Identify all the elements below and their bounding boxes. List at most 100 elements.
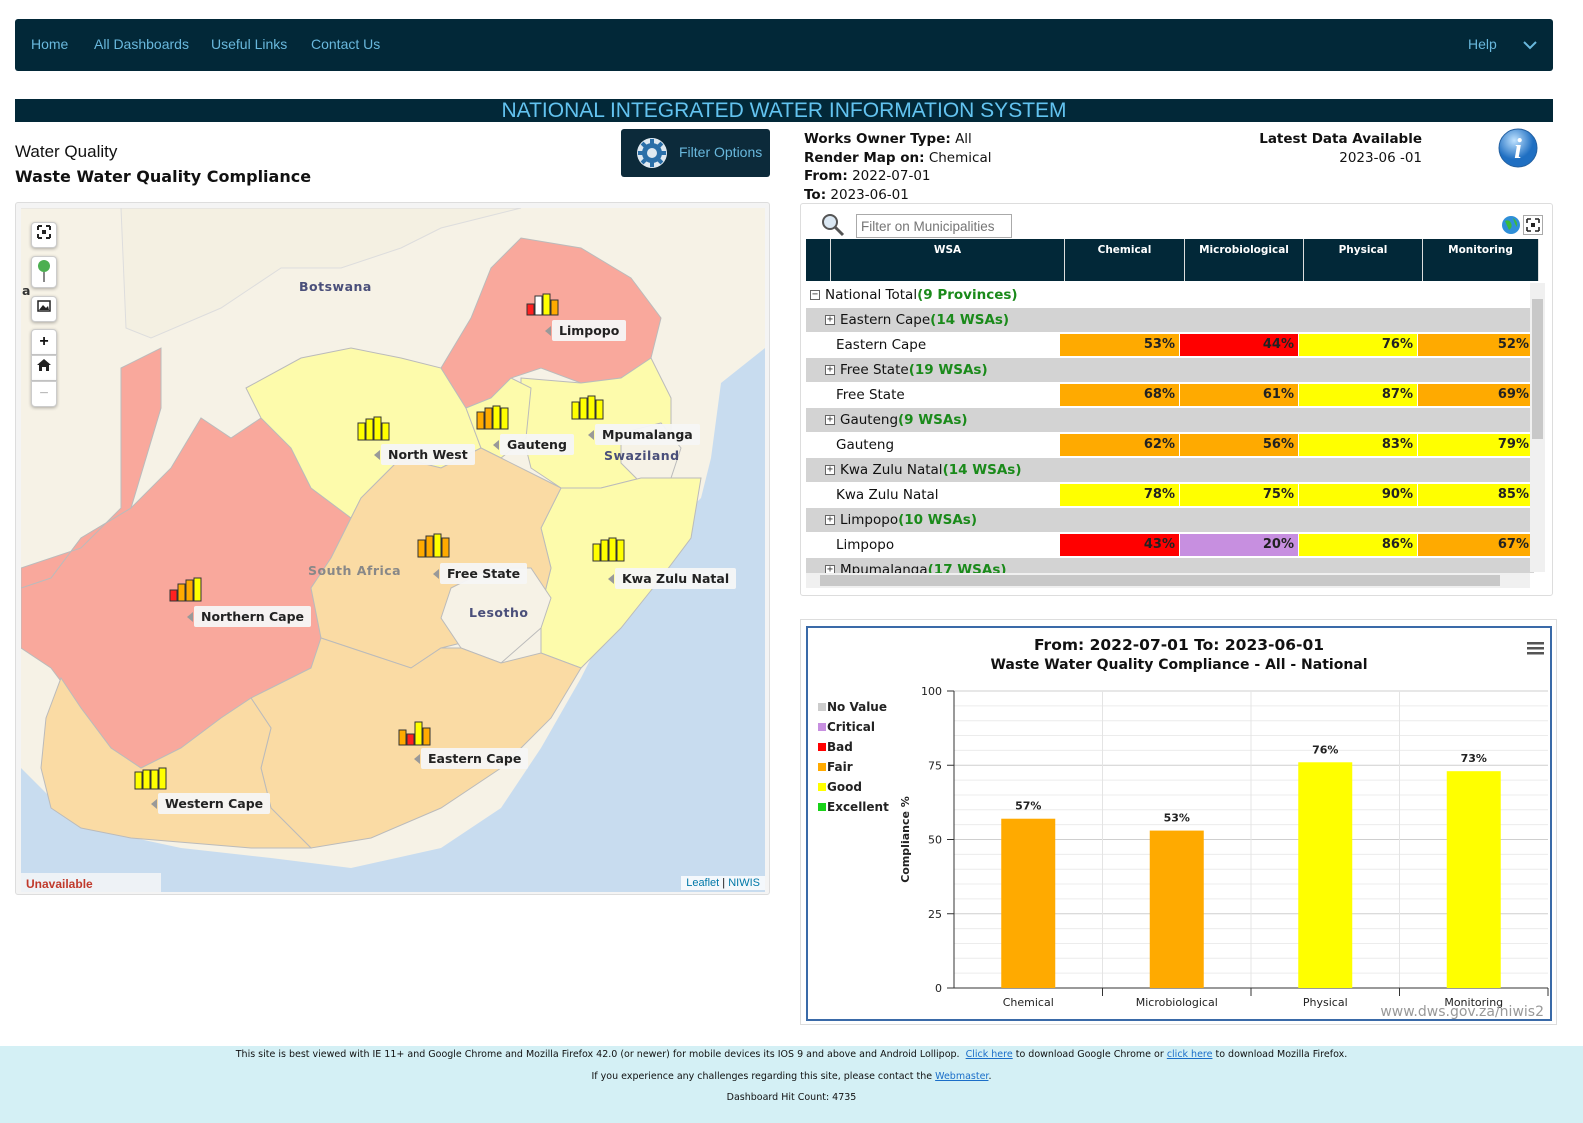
filter-options-button[interactable]: Filter Options	[621, 129, 770, 177]
province-group-row[interactable]: + Eastern Cape(14 WSAs)	[806, 308, 1534, 332]
header-microbiological[interactable]: Microbiological	[1185, 239, 1304, 281]
value-cell[interactable]: 69%	[1418, 384, 1533, 406]
province-label-eastern-cape[interactable]: Eastern Cape	[413, 748, 529, 769]
province-group-row[interactable]: + Limpopo(10 WSAs)	[806, 508, 1534, 532]
province-label-northern-cape[interactable]: Northern Cape	[186, 606, 312, 627]
free-state-marker-icon[interactable]	[417, 532, 451, 558]
province-label-kwa-zulu-natal[interactable]: Kwa Zulu Natal	[607, 568, 737, 589]
province-label-mpumalanga[interactable]: Mpumalanga	[588, 424, 700, 445]
home-button[interactable]	[31, 355, 57, 381]
value-cell[interactable]: 44%	[1180, 334, 1298, 356]
province-group-row[interactable]: + Gauteng(9 WSAs)	[806, 408, 1534, 432]
value-cell[interactable]: 62%	[1060, 434, 1179, 456]
bar-monitoring[interactable]	[1446, 771, 1501, 988]
value-cell[interactable]: 85%	[1418, 484, 1533, 506]
header-wsa[interactable]: WSA	[831, 239, 1065, 281]
municipality-search-input[interactable]	[856, 214, 1012, 238]
niwis-link[interactable]: NIWIS	[728, 877, 760, 889]
value-cell[interactable]: 43%	[1060, 534, 1179, 556]
value-cell[interactable]: 56%	[1180, 434, 1298, 456]
webmaster-link[interactable]: Webmaster	[935, 1071, 989, 1082]
limpopo-marker-icon[interactable]	[526, 292, 560, 316]
province-data-row[interactable]: Eastern Cape 53% 44% 76% 52%	[806, 333, 1534, 357]
value-cell[interactable]: 68%	[1060, 384, 1179, 406]
mpumalanga-marker-icon[interactable]	[571, 394, 605, 420]
north-west-marker-icon[interactable]	[357, 415, 391, 441]
province-group-row[interactable]: + Mpumalanga(17 WSAs)	[806, 558, 1534, 573]
zoom-in-button[interactable]: +	[31, 329, 57, 355]
vertical-scroll-thumb[interactable]	[1532, 299, 1543, 439]
bar-physical[interactable]	[1298, 762, 1353, 988]
layers-button[interactable]	[31, 296, 57, 322]
leaflet-link[interactable]: Leaflet	[686, 877, 720, 889]
legend-item[interactable]: Bad	[818, 740, 889, 760]
value-cell[interactable]: 90%	[1299, 484, 1417, 506]
bar-chemical[interactable]	[1001, 818, 1056, 988]
eastern-cape-marker-icon[interactable]	[398, 720, 432, 746]
nav-contact-us-link[interactable]: Contact Us	[311, 36, 381, 52]
value-cell[interactable]: 76%	[1299, 334, 1417, 356]
value-cell[interactable]: 75%	[1180, 484, 1298, 506]
national-total-row[interactable]: − National Total(9 Provinces)	[806, 283, 1534, 307]
province-label-gauteng[interactable]: Gauteng	[493, 434, 574, 455]
province-label-north-west[interactable]: North West	[374, 444, 475, 465]
header-chemical[interactable]: Chemical	[1065, 239, 1185, 281]
nav-useful-links-link[interactable]: Useful Links	[211, 36, 288, 52]
chrome-download-link[interactable]: Click here	[965, 1049, 1013, 1060]
zoom-out-button[interactable]: −	[31, 381, 57, 407]
bar-microbiological[interactable]	[1149, 830, 1204, 988]
chevron-down-icon[interactable]	[1523, 40, 1537, 50]
expand-icon[interactable]: +	[825, 364, 835, 375]
northern-cape-marker-icon[interactable]	[169, 576, 203, 602]
value-cell[interactable]: 53%	[1060, 334, 1179, 356]
legend-item[interactable]: Critical	[818, 720, 889, 740]
expand-icon[interactable]: +	[825, 464, 835, 475]
globe-icon[interactable]	[1501, 215, 1521, 235]
province-label-western-cape[interactable]: Western Cape	[150, 793, 271, 814]
value-cell[interactable]: 20%	[1180, 534, 1298, 556]
legend-item[interactable]: No Value	[818, 700, 889, 720]
province-map[interactable]: a + − Botswana South Africa Lesotho Swaz…	[21, 208, 765, 892]
legend-item[interactable]: Excellent	[818, 800, 889, 820]
province-data-row[interactable]: Free State 68% 61% 87% 69%	[806, 383, 1534, 407]
province-data-row[interactable]: Kwa Zulu Natal 78% 75% 90% 85%	[806, 483, 1534, 507]
expand-icon[interactable]: +	[825, 314, 835, 325]
horizontal-scrollbar[interactable]	[806, 573, 1530, 588]
collapse-icon[interactable]: −	[810, 289, 820, 300]
expand-icon[interactable]: +	[825, 564, 835, 573]
province-group-row[interactable]: + Kwa Zulu Natal(14 WSAs)	[806, 458, 1534, 482]
expand-icon[interactable]: +	[825, 514, 835, 525]
value-cell[interactable]: 86%	[1299, 534, 1417, 556]
gauteng-marker-icon[interactable]	[476, 404, 510, 430]
value-cell[interactable]: 78%	[1060, 484, 1179, 506]
nav-help-link[interactable]: Help	[1468, 36, 1497, 52]
province-label-limpopo[interactable]: Limpopo	[544, 320, 627, 341]
vertical-scrollbar[interactable]	[1530, 283, 1545, 572]
header-monitoring[interactable]: Monitoring	[1423, 239, 1539, 281]
province-data-row[interactable]: Limpopo 43% 20% 86% 67%	[806, 533, 1534, 557]
province-label-free-state[interactable]: Free State	[432, 563, 528, 584]
nav-home-link[interactable]: Home	[31, 36, 69, 52]
value-cell[interactable]: 83%	[1299, 434, 1417, 456]
province-data-row[interactable]: Gauteng 62% 56% 83% 79%	[806, 433, 1534, 457]
expand-icon[interactable]: +	[825, 414, 835, 425]
province-group-row[interactable]: + Free State(19 WSAs)	[806, 358, 1534, 382]
firefox-download-link[interactable]: click here	[1166, 1049, 1213, 1060]
kwa-zulu-natal-marker-icon[interactable]	[592, 536, 626, 562]
table-fullscreen-button[interactable]	[1523, 215, 1543, 235]
nav-all-dashboards-link[interactable]: All Dashboards	[94, 36, 189, 52]
value-cell[interactable]: 67%	[1418, 534, 1533, 556]
menu-icon[interactable]	[1526, 640, 1546, 656]
locate-button[interactable]	[31, 256, 57, 288]
value-cell[interactable]: 79%	[1418, 434, 1533, 456]
horizontal-scroll-thumb[interactable]	[820, 575, 1500, 586]
header-physical[interactable]: Physical	[1304, 239, 1423, 281]
fullscreen-button[interactable]	[31, 222, 57, 248]
value-cell[interactable]: 87%	[1299, 384, 1417, 406]
legend-item[interactable]: Fair	[818, 760, 889, 780]
value-cell[interactable]: 52%	[1418, 334, 1533, 356]
western-cape-marker-icon[interactable]	[134, 764, 168, 790]
info-icon[interactable]: i	[1497, 127, 1539, 169]
value-cell[interactable]: 61%	[1180, 384, 1298, 406]
legend-item[interactable]: Good	[818, 780, 889, 800]
